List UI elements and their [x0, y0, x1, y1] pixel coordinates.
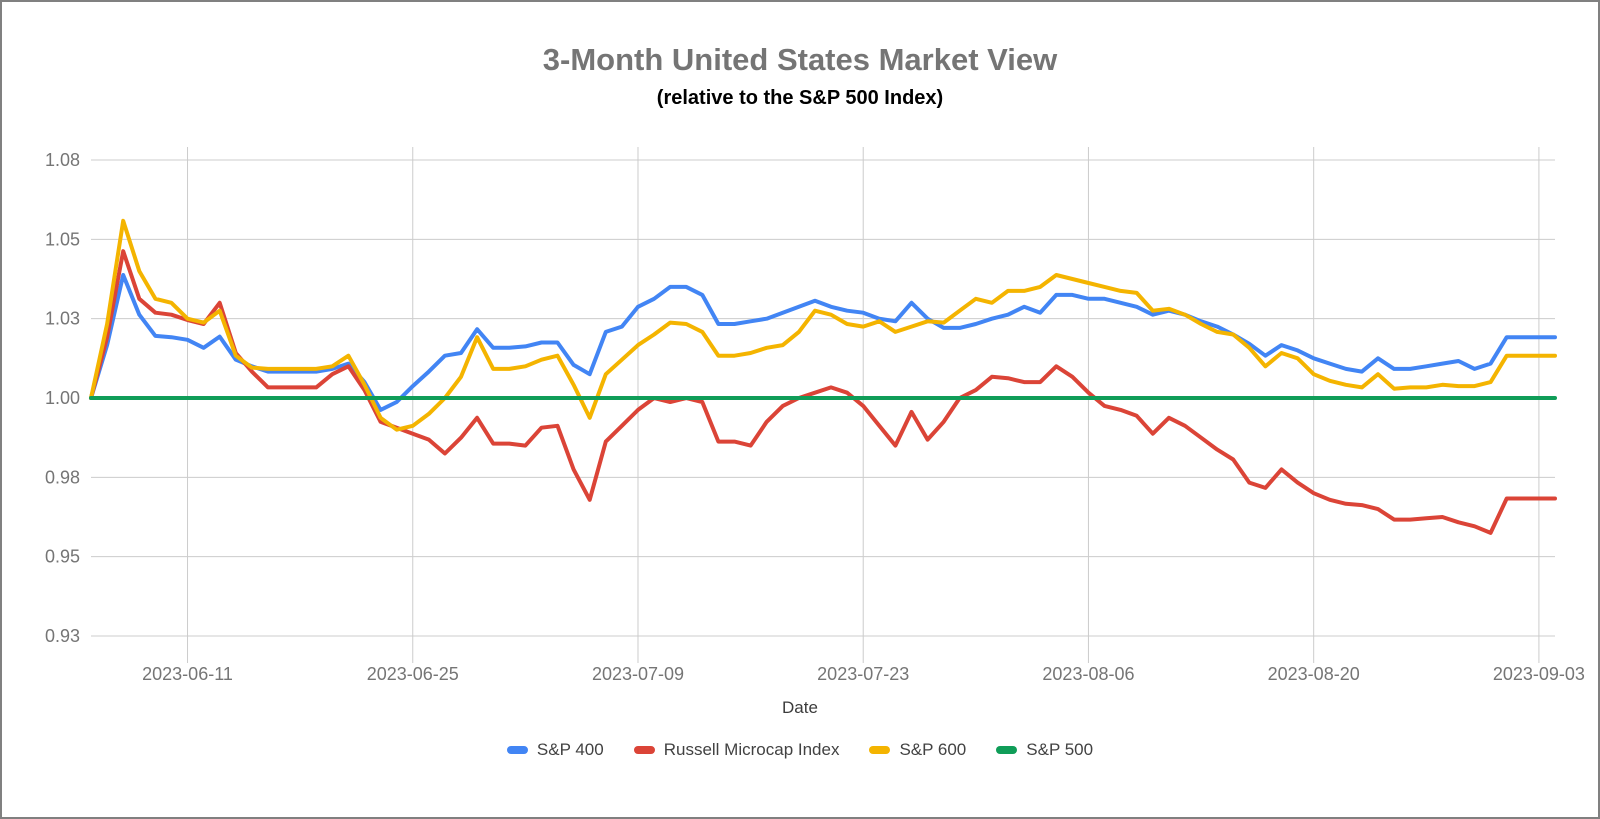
legend-item-sp400: S&P 400 [506, 740, 604, 760]
chart-title: 3-Month United States Market View [542, 42, 1058, 77]
y-tick-label: 1.08 [45, 150, 80, 170]
legend-item-sp600: S&P 600 [869, 740, 966, 760]
x-tick-label: 2023-06-11 [142, 664, 233, 684]
y-tick-label: 0.95 [45, 547, 80, 567]
russell-microcap-swatch-icon [633, 746, 655, 754]
chart-subtitle: (relative to the S&P 500 Index) [656, 87, 944, 109]
y-tick-label: 0.98 [45, 467, 80, 487]
legend-label-russell-microcap: Russell Microcap Index [663, 740, 840, 759]
y-tick-label: 1.00 [45, 388, 80, 408]
x-tick-label: 2023-08-20 [1268, 664, 1360, 684]
legend-label-sp600: S&P 600 [899, 740, 967, 759]
sp600-swatch-icon [869, 746, 891, 754]
sp400-swatch-icon [506, 746, 528, 754]
legend-item-sp500: S&P 500 [996, 740, 1093, 760]
x-tick-label: 2023-07-23 [817, 664, 909, 684]
legend-label-sp400: S&P 400 [536, 740, 604, 759]
series-line-s-p-400 [89, 273, 1557, 412]
y-tick-label: 1.03 [45, 309, 80, 329]
x-axis-title: Date [782, 698, 818, 717]
sp500-swatch-icon [996, 746, 1018, 754]
x-tick-label: 2023-08-06 [1042, 664, 1134, 684]
y-tick-label: 0.93 [45, 626, 80, 646]
y-tick-label: 1.05 [45, 229, 80, 249]
legend-item-russell-microcap: Russell Microcap Index [633, 740, 840, 760]
x-tick-label: 2023-06-25 [367, 664, 459, 684]
x-tick-label: 2023-09-03 [1493, 664, 1585, 684]
series-line-s-p-600 [89, 218, 1557, 432]
legend-label-sp500: S&P 500 [1026, 740, 1094, 759]
legend: S&P 400 Russell Microcap Index S&P 600 S… [2, 740, 1598, 760]
x-tick-label: 2023-07-09 [592, 664, 684, 684]
series-line-russell-microcap-index [89, 249, 1557, 535]
